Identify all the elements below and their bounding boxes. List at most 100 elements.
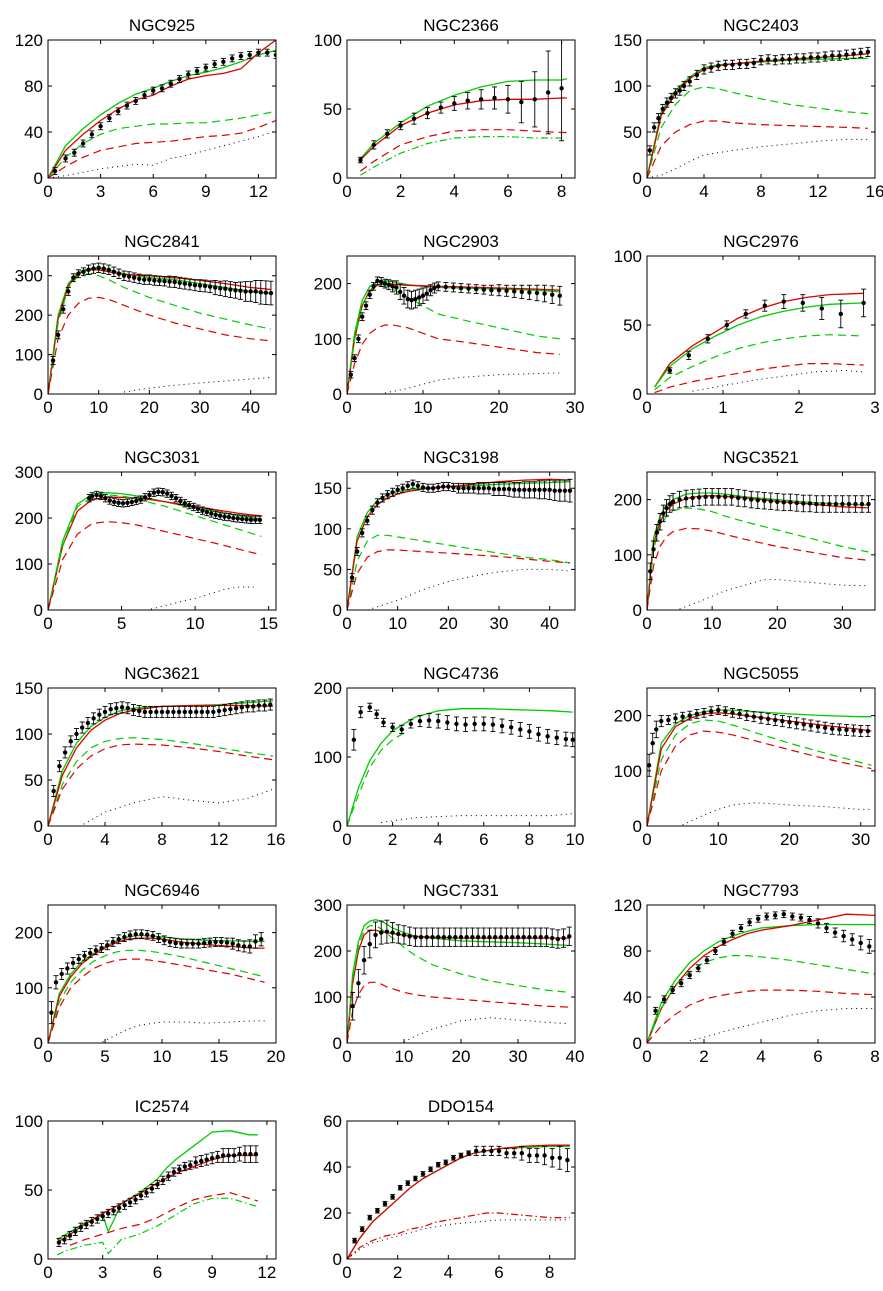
data-point [375, 1208, 380, 1213]
axes-frame [346, 255, 576, 395]
data-point [68, 739, 74, 744]
x-tick-label: 0 [342, 614, 351, 633]
data-point [787, 720, 792, 725]
data-point [722, 494, 728, 500]
data-point [472, 721, 477, 727]
panel-ngc2976: NGC2976 0 1 2 3 0 50 100 [614, 232, 880, 417]
data-point [694, 711, 700, 717]
x-tick-label: 4 [699, 182, 708, 201]
data-point [396, 931, 401, 937]
x-tick-label: 8 [545, 1263, 554, 1282]
data-point [95, 1216, 100, 1222]
x-tick-label: 4 [756, 1047, 765, 1066]
data-point [865, 728, 871, 734]
x-tick-label: 16 [267, 830, 286, 849]
data-point [63, 156, 68, 161]
y-tick-label: 100 [314, 988, 342, 1007]
data-point [133, 932, 138, 937]
data-point [708, 65, 714, 70]
data-point [367, 941, 372, 947]
data-point [476, 486, 481, 491]
data-point [207, 284, 213, 289]
data-point [519, 289, 524, 295]
series-red-dash [48, 958, 265, 1043]
data-point [865, 49, 871, 55]
data-point [808, 55, 814, 60]
data-point [474, 286, 479, 292]
data-point [56, 1240, 62, 1245]
y-tick-label: 100 [614, 762, 642, 781]
data-point [681, 83, 687, 89]
data-point [142, 709, 148, 715]
data-point [151, 490, 157, 495]
data-point [443, 284, 448, 290]
data-point [91, 266, 96, 271]
data-point [536, 732, 541, 737]
data-point [506, 486, 512, 492]
series-green-dash [647, 954, 875, 1043]
data-point [669, 95, 674, 101]
data-point [99, 945, 104, 951]
data-point [80, 725, 85, 730]
data-point [61, 307, 66, 312]
series-black-dot [150, 586, 254, 610]
data-point [738, 925, 744, 931]
data-point [504, 288, 509, 293]
data-point [413, 296, 418, 302]
data-point [716, 63, 721, 68]
data-point [773, 913, 778, 918]
series-red-dash [347, 549, 570, 610]
data-point [661, 997, 667, 1002]
data-point [859, 501, 865, 507]
data-point [657, 519, 663, 524]
data-point [713, 948, 718, 954]
data-point [218, 286, 223, 291]
data-point [221, 59, 226, 65]
series-green-dash [347, 732, 405, 826]
data-point [819, 306, 824, 311]
panel-title: NGC3031 [124, 448, 200, 467]
data-point [687, 713, 692, 718]
data-point [822, 725, 828, 730]
y-tick-label: 20 [323, 1204, 342, 1223]
series-red-dash [69, 1192, 258, 1246]
data-point [736, 495, 741, 501]
data-point [762, 498, 767, 503]
data-point [73, 1229, 78, 1234]
plot-area [48, 487, 263, 610]
data-point [399, 727, 404, 732]
data-point [122, 1202, 127, 1208]
data-point [453, 935, 458, 940]
data-point [501, 486, 507, 492]
data-point [382, 1201, 388, 1207]
y-tick-label: 200 [314, 942, 342, 961]
data-point [762, 303, 767, 308]
data-point [454, 721, 459, 727]
x-tick-label: 0 [43, 1047, 52, 1066]
data-point [151, 88, 156, 93]
data-point [801, 501, 806, 506]
data-point [487, 935, 492, 940]
series-black-dot [679, 579, 869, 610]
data-point [696, 495, 702, 500]
data-point [190, 941, 195, 946]
data-point [542, 291, 547, 296]
y-tick-label: 100 [614, 247, 642, 266]
x-tick-label: 2 [388, 830, 397, 849]
data-point [50, 358, 56, 363]
data-point [222, 707, 227, 713]
data-point [481, 935, 486, 940]
y-tick-label: 0 [34, 817, 43, 836]
y-tick-label: 200 [15, 306, 43, 325]
data-point [395, 487, 400, 493]
y-tick-label: 0 [333, 1034, 342, 1053]
x-tick-label: 2 [396, 182, 405, 201]
data-point [169, 493, 174, 499]
x-tick-label: 10 [709, 830, 728, 849]
data-point [127, 1200, 133, 1205]
data-point [537, 487, 542, 493]
data-point [167, 279, 172, 284]
data-point [379, 279, 384, 285]
data-point [209, 1156, 215, 1161]
